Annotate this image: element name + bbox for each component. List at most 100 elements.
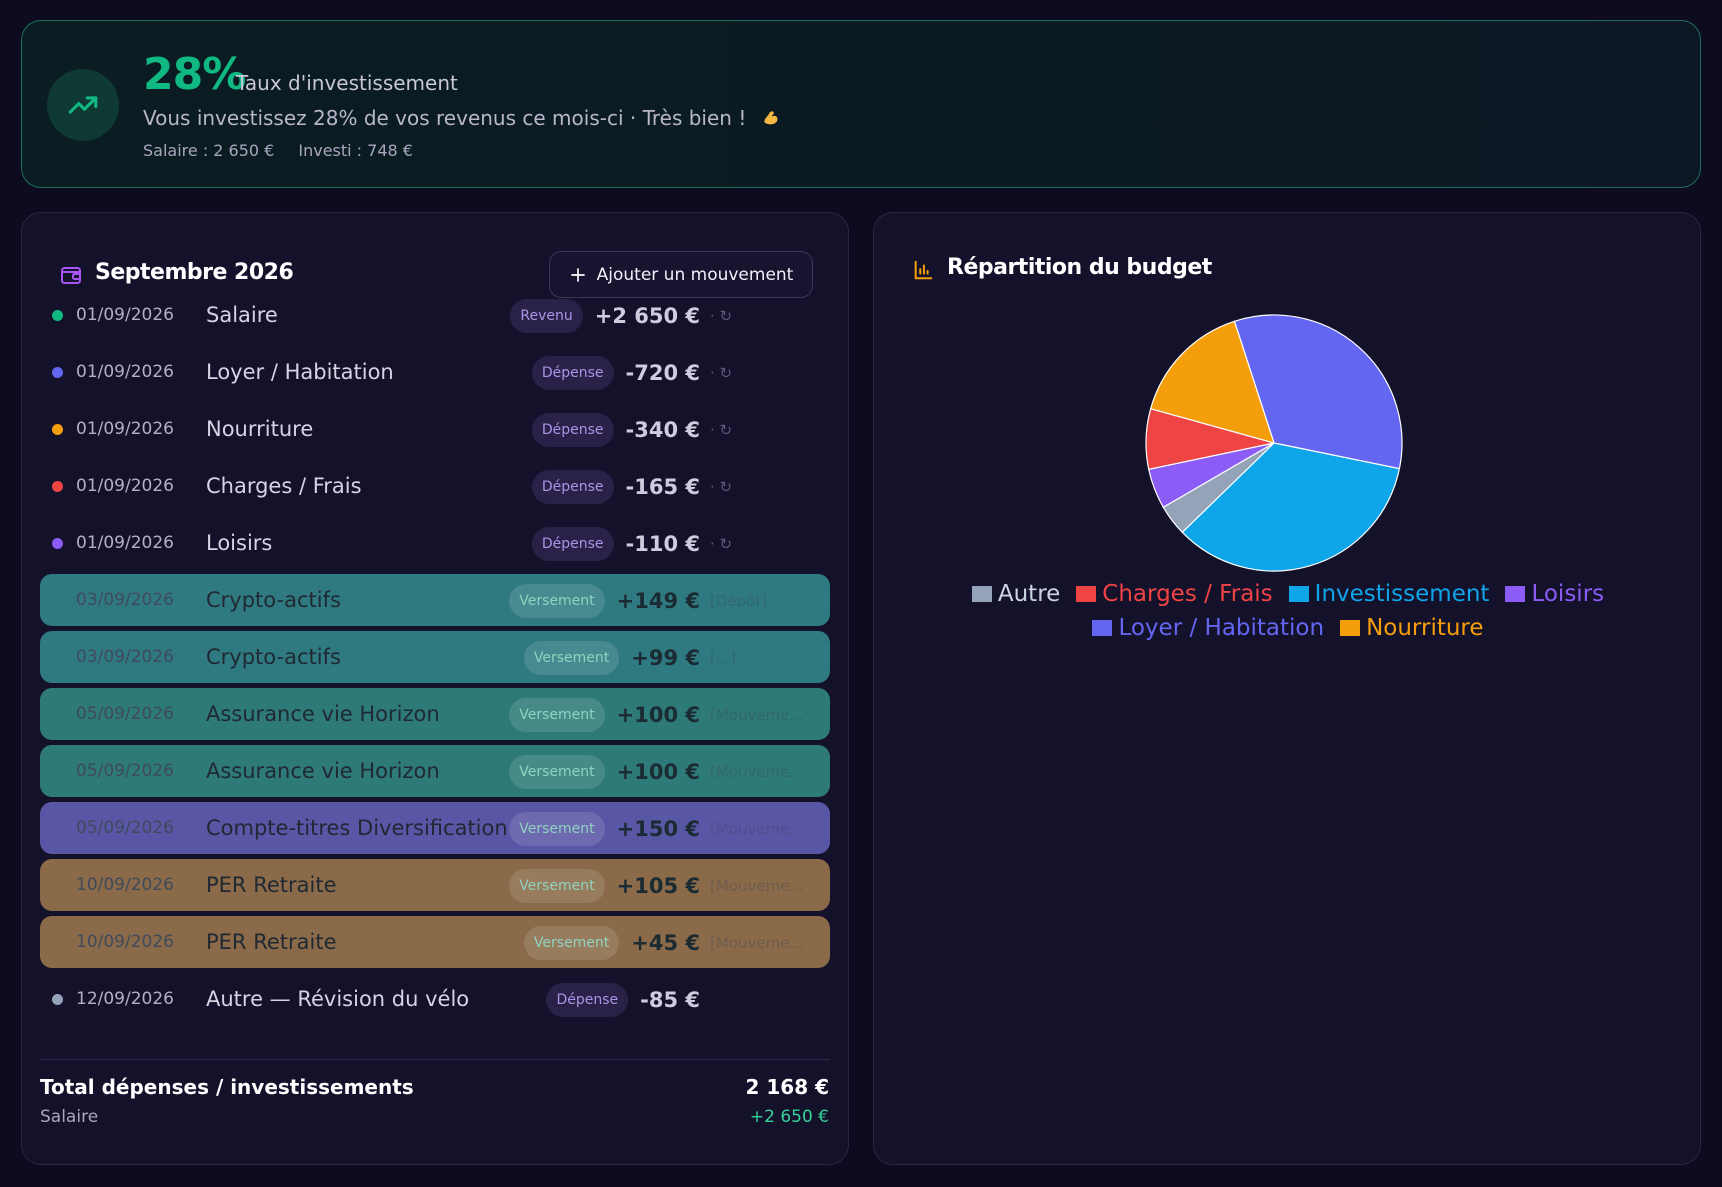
legend-item[interactable]: Loyer / Habitation <box>1092 615 1324 641</box>
movement-details: Revenu +2 650 € · ↻ <box>510 289 830 343</box>
movement-row[interactable]: 05/09/2026 Assurance vie Horizon Versement… <box>40 688 830 740</box>
movement-type-badge: Versement <box>523 641 620 675</box>
movement-row[interactable]: 03/09/2026 Crypto-actifs Versement +99 € [..… <box>40 631 830 683</box>
movement-details: Versement +45 € [Mouveme... <box>523 916 830 970</box>
movement-date: 01/09/2026 <box>76 533 174 553</box>
movement-label: Crypto-actifs <box>206 588 341 612</box>
investment-message: Vous investissez 28% de vos revenus ce m… <box>143 106 781 130</box>
flexed-biceps-icon <box>764 111 778 125</box>
investment-rate-value: 28% <box>143 49 246 100</box>
legend-item[interactable]: Investissement <box>1288 581 1490 607</box>
movement-row[interactable]: 05/09/2026 Compte-titres Diversification V… <box>40 802 830 854</box>
recurring-indicator: · ↻ <box>710 421 733 439</box>
legend-item[interactable]: Nourriture <box>1340 615 1484 641</box>
movement-type-badge: Revenu <box>510 299 583 333</box>
movement-label: Crypto-actifs <box>206 645 341 669</box>
movement-date: 03/09/2026 <box>76 590 174 610</box>
movement-note: [Mouveme... <box>710 706 804 724</box>
movement-row[interactable]: 01/09/2026 Salaire Revenu +2 650 € · ↻ <box>40 289 830 341</box>
legend-swatch <box>1505 586 1526 602</box>
legend-swatch <box>971 586 992 602</box>
movement-date: 05/09/2026 <box>76 704 174 724</box>
movement-label: PER Retraite <box>206 873 337 897</box>
movement-type-badge: Dépense <box>531 413 614 447</box>
legend-label: Loisirs <box>1531 581 1605 607</box>
legend-label: Nourriture <box>1366 615 1484 641</box>
movement-label: Autre — Révision du vélo <box>206 987 470 1011</box>
movement-row[interactable]: 12/09/2026 Autre — Révision du vélo Dépens… <box>40 973 830 1025</box>
movement-details: Versement +149 € [Dépôt] <box>509 574 830 628</box>
movement-amount: -110 € <box>625 532 700 556</box>
movement-note: [Mouveme... <box>710 820 804 838</box>
add-movement-label: Ajouter un mouvement <box>596 264 794 285</box>
movement-date: 05/09/2026 <box>76 761 174 781</box>
movement-date: 05/09/2026 <box>76 818 174 838</box>
legend-item[interactable]: Autre <box>971 581 1061 607</box>
legend-item[interactable]: Loisirs <box>1505 581 1604 607</box>
pie-slice[interactable] <box>1149 320 1275 444</box>
movement-type-badge: Versement <box>509 869 605 903</box>
movement-amount: -720 € <box>625 361 700 385</box>
legend-swatch <box>1092 620 1113 636</box>
movement-details: Versement +150 € [Mouveme... <box>509 802 830 856</box>
movement-details: Dépense -165 € · ↻ <box>531 460 830 514</box>
movement-row[interactable]: 01/09/2026 Nourriture Dépense -340 € · ↻ <box>40 403 830 455</box>
salary-total-value: +2 650 € <box>749 1107 829 1127</box>
legend-swatch <box>1076 586 1097 602</box>
movement-details: Dépense -720 € · ↻ <box>531 346 830 400</box>
total-value: 2 168 € <box>745 1075 829 1099</box>
legend-label: Investissement <box>1314 581 1490 607</box>
legend-item[interactable]: Charges / Frais <box>1076 581 1273 607</box>
movement-label: PER Retraite <box>206 930 337 954</box>
monthly-movements-panel: Septembre 2026 Ajouter un mouvement 01/0… <box>21 212 849 1165</box>
category-dot <box>52 367 63 378</box>
movement-amount: -85 € <box>640 988 700 1012</box>
movement-row[interactable]: 01/09/2026 Loyer / Habitation Dépense -720 … <box>40 346 830 398</box>
movement-details: Versement +99 € [...] <box>523 631 830 685</box>
movement-label: Compte-titres Diversification <box>206 816 508 840</box>
movement-type-badge: Dépense <box>531 527 614 561</box>
category-dot <box>52 310 63 321</box>
legend-label: Autre <box>997 581 1061 607</box>
recurring-indicator: · ↻ <box>710 535 733 553</box>
investment-rate-label: Taux d'investissement <box>236 71 458 95</box>
banner-stats: Salaire : 2 650 € Investi : 748 € <box>143 141 413 160</box>
pie-slice[interactable] <box>1181 442 1401 572</box>
category-dot <box>52 424 63 435</box>
movement-amount: +99 € <box>631 646 700 670</box>
movement-row[interactable]: 03/09/2026 Crypto-actifs Versement +149 € [D… <box>40 574 830 626</box>
movement-note: [Mouveme... <box>710 877 804 895</box>
movement-amount: +100 € <box>616 703 700 727</box>
movement-date: 10/09/2026 <box>76 875 174 895</box>
legend-label: Loyer / Habitation <box>1118 615 1325 641</box>
add-movement-button[interactable]: Ajouter un mouvement <box>549 251 813 298</box>
movement-date: 01/09/2026 <box>76 476 174 496</box>
movement-row[interactable]: 01/09/2026 Charges / Frais Dépense -165 € · … <box>40 460 830 512</box>
bar-chart-icon <box>912 259 934 285</box>
movement-row[interactable]: 10/09/2026 PER Retraite Versement +45 € [Mou… <box>40 916 830 968</box>
salary-stat: Salaire : 2 650 € <box>143 141 275 160</box>
movement-amount: +150 € <box>616 817 700 841</box>
movement-amount: +100 € <box>616 760 700 784</box>
recurring-indicator: · ↻ <box>710 478 733 496</box>
category-dot <box>52 538 63 549</box>
movement-note: [Dépôt] <box>710 592 768 610</box>
movement-label: Loyer / Habitation <box>206 360 394 384</box>
pie-slice[interactable] <box>1233 314 1403 470</box>
movement-date: 01/09/2026 <box>76 305 174 325</box>
movement-row[interactable]: 01/09/2026 Loisirs Dépense -110 € · ↻ <box>40 517 830 569</box>
movement-amount: -340 € <box>625 418 700 442</box>
budget-pie-chart <box>1144 313 1404 573</box>
invested-stat: Investi : 748 € <box>298 141 413 160</box>
chart-title: Répartition du budget <box>947 255 1212 280</box>
movement-details: Dépense -110 € · ↻ <box>531 517 830 571</box>
category-dot <box>52 994 63 1005</box>
movement-row[interactable]: 10/09/2026 PER Retraite Versement +105 € [Mo… <box>40 859 830 911</box>
movement-amount: -165 € <box>625 475 700 499</box>
totals-divider <box>40 1059 830 1060</box>
movement-date: 10/09/2026 <box>76 932 174 952</box>
movement-row[interactable]: 05/09/2026 Assurance vie Horizon Versement… <box>40 745 830 797</box>
movement-type-badge: Versement <box>509 755 605 789</box>
legend-swatch <box>1288 586 1309 602</box>
movement-type-badge: Dépense <box>531 356 614 390</box>
